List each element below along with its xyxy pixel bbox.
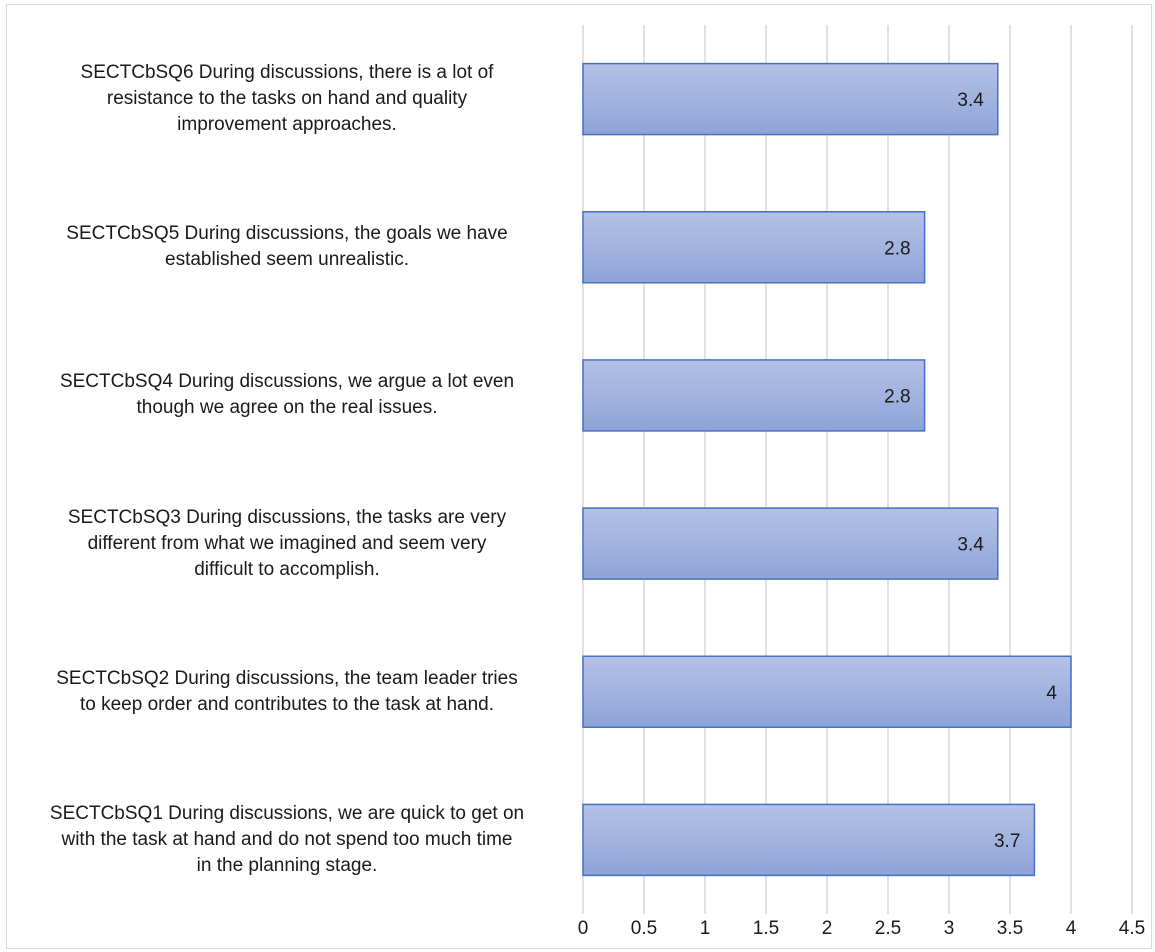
x-tick-label: 4.5 [1119, 918, 1145, 939]
bar-value-label: 2.8 [884, 386, 910, 407]
category-label: SECTCbSQ6 During discussions, there is a… [17, 60, 557, 138]
gridlines [582, 25, 1133, 914]
bars [582, 62, 1072, 877]
x-tick-label: 1.5 [753, 918, 779, 939]
category-label-line: SECTCbSQ2 During discussions, the team l… [56, 667, 518, 689]
category-label-line: improvement approaches. [177, 114, 397, 136]
category-label-line: SECTCbSQ6 During discussions, there is a… [80, 62, 494, 84]
category-label-line: SECTCbSQ5 During discussions, the goals … [66, 223, 508, 245]
chart-area: 3.7 4 3.4 2.8 2.8 3.4 0 0.5 1 1.5 2 2.5 3 3.5 4 4.5 SE… [6, 4, 1152, 949]
x-tick-label: 0.5 [631, 918, 657, 939]
bar-value-label: 4 [1046, 683, 1057, 704]
bar-chart: 3.7 4 3.4 2.8 2.8 3.4 0 0.5 1 1.5 2 2.5 3 3.5 4 4.5 [578, 25, 1146, 939]
x-tick-label: 3.5 [997, 918, 1023, 939]
category-label-line: SECTCbSQ4 During discussions, we argue a… [59, 371, 515, 393]
x-tick-label: 1 [700, 918, 711, 939]
category-label: SECTCbSQ2 During discussions, the team l… [17, 666, 557, 718]
x-tick-label: 2.5 [875, 918, 901, 939]
x-tick-label: 3 [944, 918, 955, 939]
value-labels: 3.7 4 3.4 2.8 2.8 3.4 [884, 90, 1057, 852]
category-label-line: though we agree on the real issues. [136, 397, 438, 419]
category-label-line: SECTCbSQ1 During discussions, we are qui… [49, 802, 525, 824]
category-label-line: resistance to the tasks on hand and qual… [106, 88, 468, 110]
category-label: SECTCbSQ4 During discussions, we argue a… [17, 369, 557, 421]
category-label-line: different from what we imagined and seem… [87, 532, 487, 554]
x-tick-label: 0 [578, 918, 589, 939]
bar [582, 211, 926, 284]
bar [582, 62, 999, 136]
category-label-line: to keep order and contributes to the tas… [79, 693, 495, 715]
bar-value-label: 3.7 [994, 831, 1020, 852]
x-axis-ticks: 0 0.5 1 1.5 2 2.5 3 3.5 4 4.5 [578, 918, 1146, 939]
bar [582, 507, 999, 580]
bar-value-label: 2.8 [884, 238, 910, 259]
category-label: SECTCbSQ3 During discussions, the tasks … [17, 505, 557, 583]
x-tick-label: 4 [1066, 918, 1077, 939]
category-label-line: with the task at hand and do not spend t… [61, 828, 513, 850]
category-label-line: difficult to accomplish. [194, 558, 380, 580]
bar [582, 655, 1072, 728]
bar-value-label: 3.4 [957, 535, 984, 556]
category-label: SECTCbSQ5 During discussions, the goals … [17, 221, 557, 273]
category-label: SECTCbSQ1 During discussions, we are qui… [17, 801, 557, 879]
x-tick-label: 2 [822, 918, 833, 939]
bar [582, 803, 1036, 877]
bar-value-label: 3.4 [957, 90, 984, 111]
category-label-line: established seem unrealistic. [165, 249, 409, 271]
category-label-line: SECTCbSQ3 During discussions, the tasks … [67, 506, 507, 528]
bar [582, 359, 926, 432]
category-label-line: in the planning stage. [196, 854, 378, 876]
